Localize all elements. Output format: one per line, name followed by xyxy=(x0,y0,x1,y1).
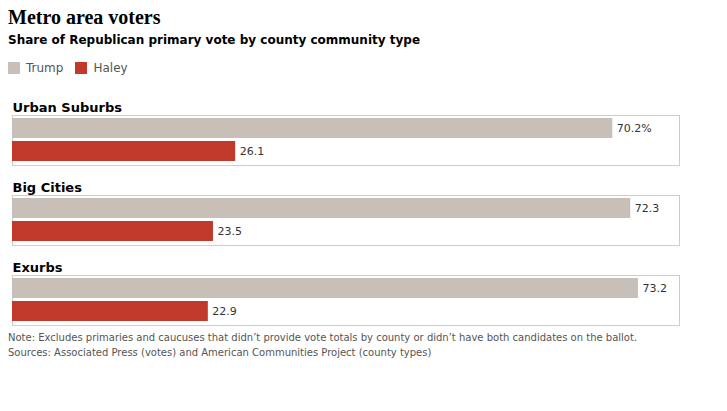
svg-text:Urban Suburbs: Urban Suburbs xyxy=(13,100,123,115)
html-text:Haley: Haley xyxy=(93,60,128,75)
svg-text:Big Cities: Big Cities xyxy=(13,180,83,195)
html-text:Metro area voters: Metro area voters xyxy=(8,6,161,28)
svg-text:Exurbs: Exurbs xyxy=(13,260,63,275)
svg-text:72.3: 72.3 xyxy=(635,202,660,215)
svg-text:73.2: 73.2 xyxy=(642,282,667,295)
html-text:Share of Republican primary vo: Share of Republican primary vote by coun… xyxy=(8,33,420,47)
svg-text:70.2%: 70.2% xyxy=(617,122,652,135)
html-text:Trump: Trump xyxy=(26,60,64,75)
html-text:Note: Excludes primaries and c: Note: Excludes primaries and caucuses th… xyxy=(8,332,638,343)
svg-text:23.5: 23.5 xyxy=(217,225,242,238)
svg-text:22.9: 22.9 xyxy=(212,305,237,318)
svg-text:26.1: 26.1 xyxy=(240,145,265,158)
html-text:Sources: Associated Press (vot: Sources: Associated Press (votes) and Am… xyxy=(8,346,432,358)
